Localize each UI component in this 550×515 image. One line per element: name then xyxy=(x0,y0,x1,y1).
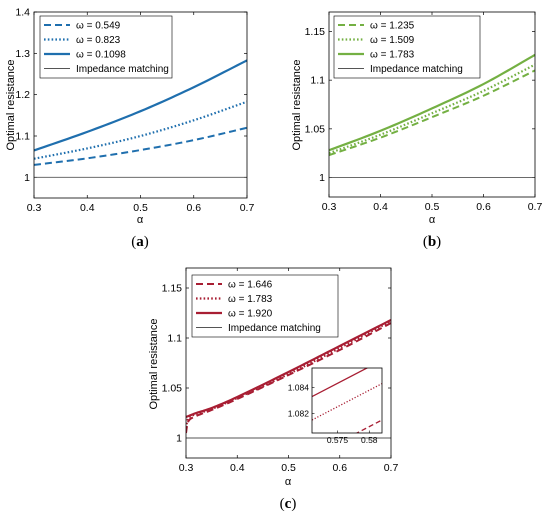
panel-a-ylabel: Optimal resistance xyxy=(5,59,17,150)
x-tick-label: 0.5 xyxy=(133,202,148,214)
legend-box xyxy=(333,15,481,79)
series-line-1 xyxy=(329,69,535,157)
x-tick-label: 0.5 xyxy=(281,462,296,474)
panel-c-axes-frame xyxy=(185,267,392,459)
inset-ticks: 0.575 0.58 1.082 1.084 xyxy=(288,383,378,446)
panel-a-lines xyxy=(34,59,247,178)
y-tick-label: 1 xyxy=(319,172,325,184)
panel-b-ticks: 0.3 0.4 0.5 0.6 0.7 1 1.05 1.1 1.15 xyxy=(305,12,543,213)
panel-b-axes-frame xyxy=(328,11,536,198)
panel-b-xlabel: α xyxy=(429,214,436,226)
panel-b-legend: ω = 1.235 ω = 1.509 ω = 1.783 Impedance mat… xyxy=(333,15,481,79)
panel-a-ticks: 0.3 0.4 0.5 0.6 0.7 1 1.1 1.2 1.3 1.4 xyxy=(15,7,254,215)
panel-c-lines xyxy=(186,319,391,439)
x-tick-label: 0.4 xyxy=(373,201,388,213)
y-tick-label: 1.3 xyxy=(15,48,30,60)
panel-c-xlabel: α xyxy=(285,476,292,488)
x-tick-label: 0.4 xyxy=(80,202,95,214)
legend-entry: Impedance matching xyxy=(370,64,463,75)
panel-c-ticks: 0.3 0.4 0.5 0.6 0.7 1 1.05 1.1 1.15 xyxy=(162,268,399,474)
x-tick-label: 0.6 xyxy=(332,462,347,474)
series-line-3 xyxy=(34,59,247,152)
x-tick-label: 0.5 xyxy=(425,201,440,213)
legend-box xyxy=(191,274,339,338)
inset-series-line-2 xyxy=(312,383,382,421)
legend-entry: ω = 0.1098 xyxy=(76,50,126,61)
x-tick-label: 0.4 xyxy=(230,462,245,474)
panel-b-caption: (b) xyxy=(423,234,441,250)
y-tick-label: 1.1 xyxy=(310,75,325,87)
legend-entry: Impedance matching xyxy=(76,64,169,75)
y-tick-label: 1.15 xyxy=(162,283,183,295)
panel-a-legend: ω = 0.549 ω = 0.823 ω = 0.1098 Impedance ma… xyxy=(39,15,173,79)
legend-entry: ω = 1.783 xyxy=(228,294,273,305)
x-tick-label: 0.7 xyxy=(240,202,255,214)
panel-b-lines xyxy=(329,53,535,178)
inset-y-tick-label: 1.082 xyxy=(288,409,310,419)
panel-c-ylabel: Optimal resistance xyxy=(148,318,160,409)
legend-entry: ω = 1.783 xyxy=(370,50,415,61)
panel-c-legend: ω = 1.646 ω = 1.783 ω = 1.920 Impedance mat… xyxy=(191,274,339,338)
panel-c: Optimal resistance α 0.3 0.4 0.5 0.6 0.7 1 1.0… xyxy=(148,267,399,512)
inset-series-line-3 xyxy=(312,368,369,398)
panel-a-xlabel: α xyxy=(137,214,144,226)
inset-frame xyxy=(311,367,383,434)
panel-c-inset: 0.575 0.58 1.082 1.084 xyxy=(288,367,383,446)
inset-y-tick-label: 1.084 xyxy=(288,383,310,393)
inset-lines xyxy=(312,368,382,433)
x-tick-label: 0.7 xyxy=(528,201,543,213)
inset-x-tick-label: 0.575 xyxy=(327,435,349,445)
legend-entry: Impedance matching xyxy=(228,323,321,334)
panel-b: Optimal resistance α 0.3 0.4 0.5 0.6 0.7 1 1.0… xyxy=(291,11,543,250)
panel-b-ylabel: Optimal resistance xyxy=(291,59,303,150)
series-line-3 xyxy=(186,319,391,419)
y-tick-label: 1.1 xyxy=(15,131,30,143)
x-tick-label: 0.6 xyxy=(186,202,201,214)
panel-c-caption: (c) xyxy=(280,496,297,512)
x-tick-label: 0.3 xyxy=(27,202,42,214)
legend-entry: ω = 0.823 xyxy=(76,35,121,46)
series-line-2 xyxy=(329,63,535,155)
x-tick-label: 0.3 xyxy=(179,462,194,474)
legend-box xyxy=(39,15,173,79)
x-tick-label: 0.3 xyxy=(322,201,337,213)
legend-entry: ω = 1.920 xyxy=(228,309,273,320)
y-tick-label: 1.4 xyxy=(15,7,30,19)
y-tick-label: 1 xyxy=(176,433,182,445)
inset-x-tick-label: 0.58 xyxy=(361,435,378,445)
y-tick-label: 1 xyxy=(24,172,30,184)
inset-series-line-1 xyxy=(355,419,382,433)
y-tick-label: 1.1 xyxy=(167,333,182,345)
x-tick-label: 0.7 xyxy=(384,462,399,474)
y-tick-label: 1.15 xyxy=(305,26,326,38)
y-tick-label: 1.05 xyxy=(162,383,183,395)
series-line-3 xyxy=(329,53,535,152)
x-tick-label: 0.6 xyxy=(476,201,491,213)
panel-a: Optimal resistance α 0.3 0.4 0.5 0.6 0.7 1 1.1… xyxy=(5,7,254,251)
y-tick-label: 1.05 xyxy=(305,123,326,135)
y-tick-label: 1.2 xyxy=(15,89,30,101)
legend-entry: ω = 1.235 xyxy=(370,21,415,32)
legend-entry: ω = 0.549 xyxy=(76,21,121,32)
legend-entry: ω = 1.509 xyxy=(370,35,415,46)
panel-a-axes-frame xyxy=(33,11,248,199)
panel-a-caption: (a) xyxy=(131,234,149,250)
series-line-1 xyxy=(34,126,247,166)
legend-entry: ω = 1.646 xyxy=(228,280,273,291)
